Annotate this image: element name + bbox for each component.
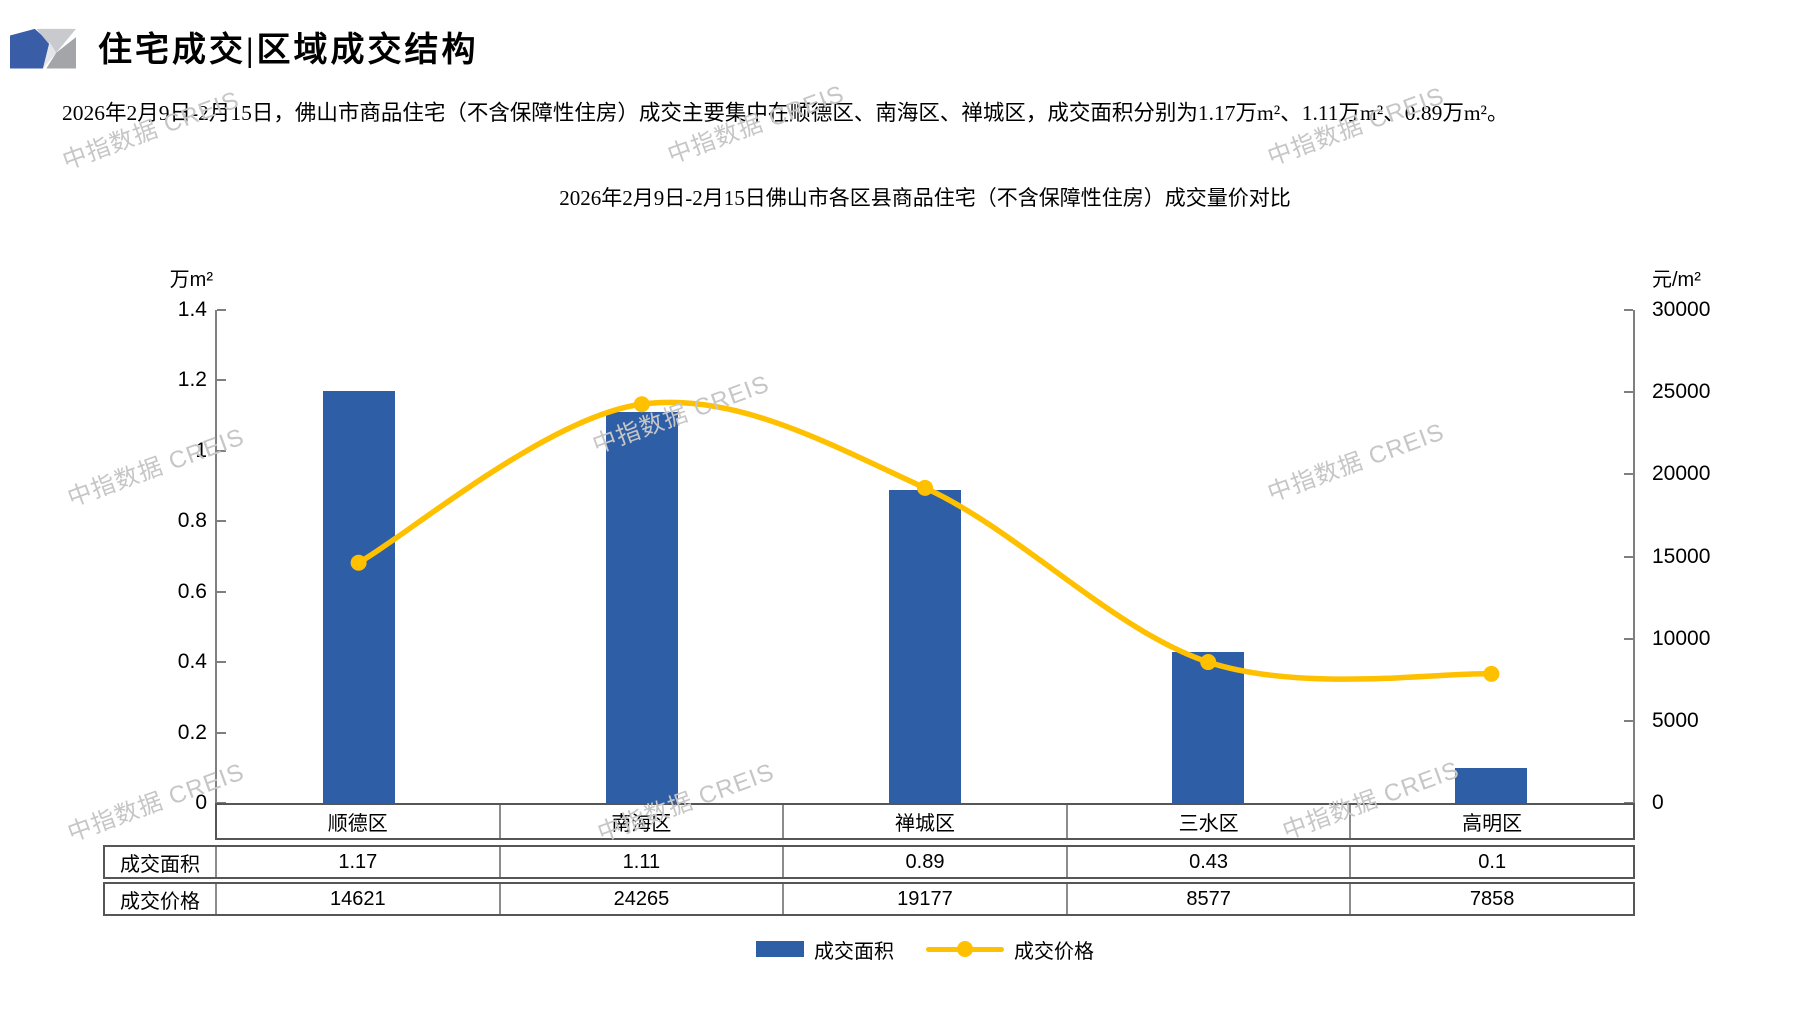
category-cell: 禅城区 <box>784 805 1068 838</box>
value-cell: 19177 <box>784 884 1068 914</box>
category-cell: 顺德区 <box>217 805 501 838</box>
category-header-row: 顺德区 南海区 禅城区 三水区 高明区 <box>215 803 1635 840</box>
left-axis-tick-mark <box>217 309 226 311</box>
page-title: 住宅成交|区域成交结构 <box>98 32 479 69</box>
right-axis-tick-mark <box>1624 391 1633 394</box>
left-axis-tick-label: 0.2 <box>177 720 207 744</box>
left-axis-tick-label: 1.2 <box>177 368 207 392</box>
legend-label-area: 成交面积 <box>814 940 894 963</box>
bar-南海区 <box>605 412 678 803</box>
bar-禅城区 <box>889 489 961 803</box>
row-label-cell: 成交面积 <box>105 847 217 877</box>
legend-item-price: 成交价格 <box>926 935 1094 964</box>
left-axis-unit: 万m² <box>169 269 213 291</box>
right-axis-tick-mark <box>1624 637 1633 640</box>
right-axis-tick-label: 20000 <box>1652 462 1711 486</box>
price-point-南海区 <box>633 396 650 413</box>
price-point-顺德区 <box>350 554 367 571</box>
right-axis-tick-label: 0 <box>1652 791 1664 814</box>
left-axis-tick-mark <box>217 520 226 523</box>
value-cell: 0.43 <box>1068 847 1352 877</box>
left-axis-tick-mark <box>217 590 226 593</box>
legend-label-price: 成交价格 <box>1014 940 1094 963</box>
right-axis-tick-mark <box>1624 555 1633 558</box>
value-cell: 8577 <box>1068 884 1352 914</box>
value-cell: 1.11 <box>501 847 785 877</box>
left-axis-tick-label: 0.4 <box>177 650 207 674</box>
category-cell: 高明区 <box>1462 813 1523 835</box>
value-cell: 0.89 <box>784 847 1068 877</box>
value-cell: 14621 <box>217 884 501 914</box>
bar-高明区 <box>1455 767 1528 803</box>
table-row-成交面积: 成交面积 1.17 1.11 0.89 0.43 0.1 <box>103 845 1635 879</box>
legend-item-area: 成交面积 <box>756 935 894 964</box>
bar-顺德区 <box>322 390 395 803</box>
right-axis-unit: 元/m² <box>1652 269 1701 291</box>
legend: 成交面积 成交价格 <box>217 935 1633 964</box>
plot-area <box>215 310 1635 803</box>
price-line <box>355 399 1495 682</box>
right-axis-tick-label: 5000 <box>1652 708 1699 732</box>
value-cell: 1.17 <box>217 847 501 877</box>
category-cell: 三水区 <box>1068 805 1352 838</box>
left-axis-tick-mark <box>217 379 226 382</box>
value-cell: 24265 <box>501 884 785 914</box>
creis-logo-icon <box>10 28 76 68</box>
price-line-chart <box>350 396 1500 682</box>
page-header: 住宅成交|区域成交结构 <box>10 22 479 71</box>
right-axis-tick-mark <box>1624 473 1633 476</box>
right-axis-tick-label: 30000 <box>1652 298 1711 321</box>
left-axis-tick-label: 0.6 <box>177 579 207 603</box>
price-point-三水区 <box>1200 654 1217 671</box>
category-cell: 南海区 <box>501 805 785 838</box>
left-axis-tick-label: 1 <box>195 438 207 462</box>
row-label-cell: 成交价格 <box>105 884 217 914</box>
left-axis-tick-mark <box>217 661 226 664</box>
price-point-高明区 <box>1483 665 1500 682</box>
left-axis-tick-mark <box>217 731 226 734</box>
price-point-禅城区 <box>917 479 933 496</box>
table-row-成交价格: 成交价格 14621 24265 19177 8577 7858 <box>103 882 1635 916</box>
right-axis-tick-label: 10000 <box>1652 626 1711 650</box>
left-axis-tick-label: 0 <box>195 791 207 814</box>
right-axis-tick-mark <box>1624 719 1633 722</box>
left-axis-tick-label: 0.8 <box>177 509 207 533</box>
left-axis-tick-label: 1.4 <box>177 298 207 321</box>
value-cell: 7858 <box>1469 887 1515 910</box>
area-series-swatch-icon <box>756 941 804 957</box>
bar-三水区 <box>1172 651 1245 803</box>
right-axis-tick-label: 15000 <box>1652 544 1711 568</box>
left-axis-tick-mark <box>217 449 226 452</box>
line-marker-icon <box>957 941 973 957</box>
chart-title: 2026年2月9日-2月15日佛山市各区县商品住宅（不含保障性住房）成交量价对比 <box>559 186 1291 210</box>
right-axis-tick-label: 25000 <box>1652 380 1711 404</box>
value-cell: 0.1 <box>1478 850 1507 873</box>
price-series-line-icon <box>926 941 1004 957</box>
intro-text: 2026年2月9日-2月15日，佛山市商品住宅（不含保障性住房）成交主要集中在顺… <box>62 101 1509 125</box>
right-axis-tick-mark <box>1624 309 1633 311</box>
